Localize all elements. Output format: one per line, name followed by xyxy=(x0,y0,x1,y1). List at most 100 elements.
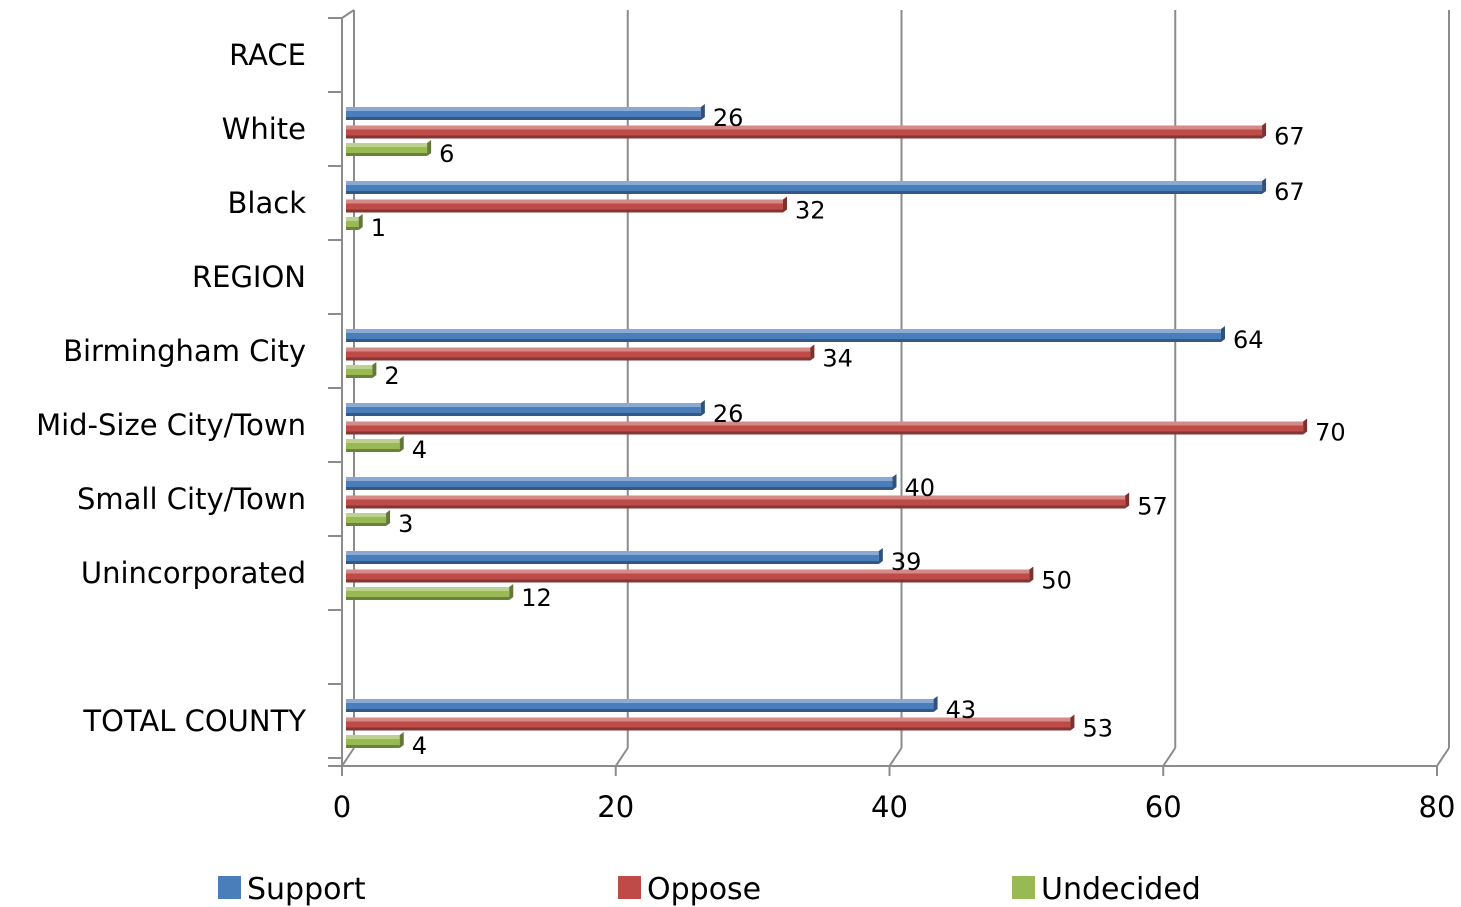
data-label-support-black: 67 xyxy=(1274,178,1305,206)
legend-swatch-undecided xyxy=(1012,876,1035,899)
data-label-oppose-birmingham-city: 34 xyxy=(822,345,853,373)
bar-bottom xyxy=(346,745,400,748)
category-label-black: Black xyxy=(228,186,307,220)
bar-support-total-county xyxy=(346,696,938,712)
category-label-race: RACE xyxy=(229,38,306,72)
data-label-oppose-black: 32 xyxy=(795,197,826,225)
bar-end-cap xyxy=(358,214,363,230)
data-label-undecided-birmingham-city: 2 xyxy=(384,362,399,390)
x-tick-label-20: 20 xyxy=(597,790,634,824)
bar-bottom xyxy=(346,117,701,120)
bar-top xyxy=(346,439,400,443)
bar-top xyxy=(346,699,934,703)
bar-undecided-mid-size-city-town xyxy=(346,436,404,452)
bar-top xyxy=(346,735,400,739)
bar-top xyxy=(346,125,1263,130)
data-label-oppose-white: 67 xyxy=(1274,123,1305,151)
category-label-total-county: TOTAL COUNTY xyxy=(82,704,306,738)
bar-bottom xyxy=(346,523,387,526)
bar-top xyxy=(346,217,359,221)
bar-support-mid-size-city-town xyxy=(346,400,705,416)
bar-top xyxy=(346,329,1221,333)
bar-top xyxy=(346,365,373,369)
bar-end-cap xyxy=(509,584,514,600)
bar-end-cap xyxy=(878,548,883,564)
legend-swatch-support xyxy=(218,876,241,899)
legend-swatch-oppose xyxy=(618,876,641,899)
bar-top xyxy=(346,477,893,481)
bar-end-cap xyxy=(810,344,815,361)
bar-undecided-total-county xyxy=(346,732,404,748)
bar-support-white xyxy=(346,104,705,120)
x-tick-label-0: 0 xyxy=(333,790,351,824)
bar-bottom xyxy=(346,431,1304,435)
category-label-small-city-town: Small City/Town xyxy=(77,482,306,516)
data-label-undecided-total-county: 4 xyxy=(412,732,427,760)
bar-end-cap xyxy=(1262,178,1267,194)
floor-line-60 xyxy=(1162,747,1177,767)
bar-bottom xyxy=(346,357,811,361)
data-label-undecided-mid-size-city-town: 4 xyxy=(412,436,427,464)
bar-end-cap xyxy=(427,140,432,156)
bar-top xyxy=(346,143,428,147)
bar-end-cap xyxy=(892,474,897,490)
legend-item-oppose[interactable]: Oppose xyxy=(618,872,761,907)
bar-bottom xyxy=(346,227,359,230)
data-label-support-white: 26 xyxy=(713,104,744,132)
bar-bottom xyxy=(346,153,428,156)
category-label-white: White xyxy=(222,112,306,146)
bar-oppose-unincorporated xyxy=(346,566,1034,583)
bar-top xyxy=(346,569,1030,574)
axes: 0 20 40 60 80 xyxy=(328,9,1455,824)
bar-top xyxy=(346,181,1263,185)
legend-item-support[interactable]: Support xyxy=(218,872,366,907)
legend-label-undecided: Undecided xyxy=(1041,872,1201,907)
data-label-oppose-total-county: 53 xyxy=(1082,715,1113,743)
bar-end-cap xyxy=(1125,492,1130,509)
bar-end-cap xyxy=(372,362,377,378)
bar-top xyxy=(346,347,811,352)
bar-end-cap xyxy=(1262,122,1267,139)
bar-support-unincorporated xyxy=(346,548,883,564)
bar-support-small-city-town xyxy=(346,474,897,490)
bar-bottom xyxy=(346,709,934,712)
bar-top xyxy=(346,107,701,111)
bar-top xyxy=(346,587,510,591)
bar-top xyxy=(346,513,387,517)
bar-undecided-unincorporated xyxy=(346,584,514,600)
bar-bottom xyxy=(346,191,1263,194)
category-label-birmingham-city: Birmingham City xyxy=(63,334,306,368)
data-label-support-small-city-town: 40 xyxy=(905,474,936,502)
data-label-oppose-unincorporated: 50 xyxy=(1041,567,1072,595)
floor-line-0 xyxy=(341,747,355,767)
y-axis-top-cap xyxy=(341,9,355,19)
bar-end-cap xyxy=(1029,566,1034,583)
bar-oppose-birmingham-city xyxy=(346,344,815,361)
category-label-mid-size-city-town: Mid-Size City/Town xyxy=(36,408,306,442)
bar-bottom xyxy=(346,579,1030,583)
bar-bottom xyxy=(346,727,1071,731)
data-label-undecided-small-city-town: 3 xyxy=(398,510,413,538)
bar-end-cap xyxy=(700,400,705,416)
bar-undecided-white xyxy=(346,140,432,156)
bar-bottom xyxy=(346,505,1126,509)
bar-top xyxy=(346,551,879,555)
bar-support-black xyxy=(346,178,1267,194)
bar-end-cap xyxy=(933,696,938,712)
bar-end-cap xyxy=(783,196,787,213)
bar-undecided-black xyxy=(346,214,363,230)
x-tick-label-60: 60 xyxy=(1145,790,1182,824)
labels: RACE White Black REGION Birmingham City Mid-S… xyxy=(36,38,1346,760)
category-label-unincorporated: Unincorporated xyxy=(81,556,306,590)
legend-item-undecided[interactable]: Undecided xyxy=(1012,872,1201,907)
category-label-region: REGION xyxy=(192,260,306,294)
bar-bottom xyxy=(346,209,783,213)
floor-line-80 xyxy=(1436,747,1450,767)
bar-end-cap xyxy=(1303,418,1308,435)
legend: Support Oppose Undecided xyxy=(218,872,1201,907)
bar-top xyxy=(346,199,783,204)
bar-bottom xyxy=(346,597,510,600)
data-label-undecided-white: 6 xyxy=(439,140,454,168)
bar-bottom xyxy=(346,339,1221,342)
data-label-undecided-unincorporated: 12 xyxy=(521,584,552,612)
